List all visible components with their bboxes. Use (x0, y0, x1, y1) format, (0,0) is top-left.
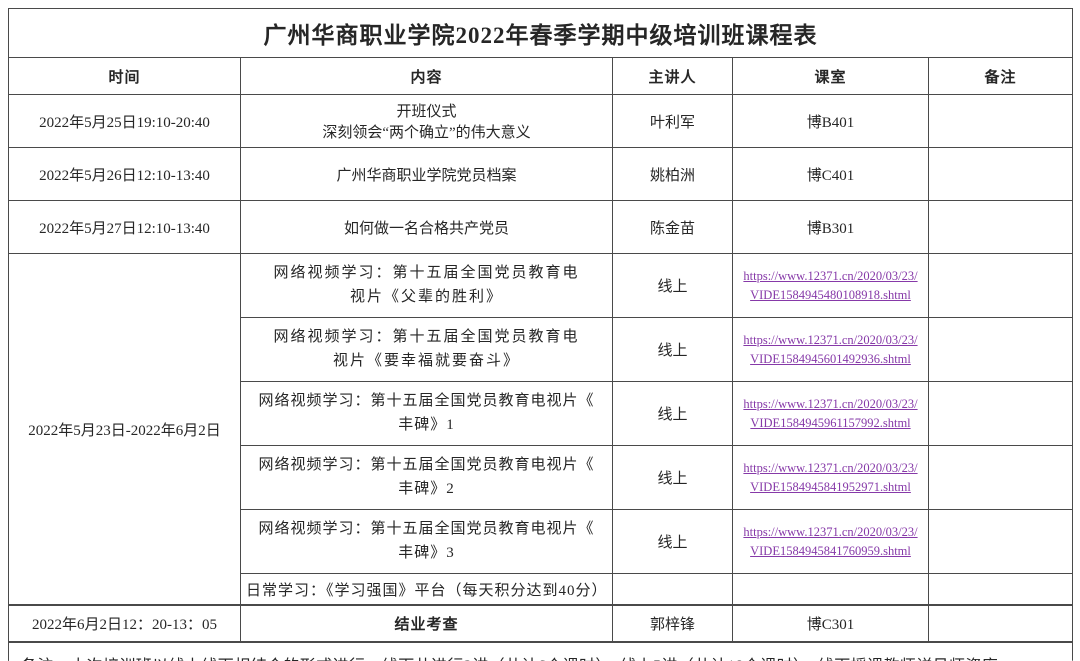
room-cell: https://www.12371.cn/2020/03/23/VIDE1584… (732, 317, 929, 382)
remark-cell (928, 445, 1073, 510)
footer-note: 备注：本次培训班以线上线下相结合的形式进行，线下共进行3讲（共计6个课时），线上… (8, 641, 1073, 661)
footer-note-row: 备注：本次培训班以线上线下相结合的形式进行，线下共进行3讲（共计6个课时），线上… (8, 641, 1073, 661)
video-link[interactable]: https://www.12371.cn/2020/03/23/VIDE1584… (743, 396, 918, 430)
room-cell: 博B401 (732, 94, 929, 148)
table-row-online-video: 网络视频学习：第十五届全国党员教育电视片《 丰碑》1 线上 https://ww… (9, 381, 1073, 446)
table-row: 2022年5月25日19:10-20:40 开班仪式 深刻领会“两个确立”的伟大… (8, 94, 1073, 148)
title-row: 广州华商职业学院2022年春季学期中级培训班课程表 (8, 8, 1073, 58)
content-cell: 网络视频学习：第十五届全国党员教育电 视片《要幸福就要奋斗》 (240, 317, 613, 382)
speaker-cell: 姚柏洲 (612, 147, 733, 201)
time-cell-merged: 2022年5月23日-2022年6月2日 (8, 253, 241, 606)
speaker-cell: 线上 (612, 253, 733, 318)
content-cell: 网络视频学习：第十五届全国党员教育电视片《 丰碑》2 (240, 445, 613, 510)
video-link[interactable]: https://www.12371.cn/2020/03/23/VIDE1584… (743, 524, 918, 558)
col-header-room: 课室 (732, 57, 929, 95)
time-cell: 2022年5月27日12:10-13:40 (8, 200, 241, 254)
table-row-online-video: 网络视频学习：第十五届全国党员教育电视片《 丰碑》2 线上 https://ww… (9, 445, 1073, 510)
table-row: 2022年5月26日12:10-13:40 广州华商职业学院党员档案 姚柏洲 博… (8, 147, 1073, 201)
content-cell: 日常学习：《学习强国》平台（每天积分达到40分） (240, 573, 613, 606)
remark-cell (928, 200, 1073, 254)
video-link[interactable]: https://www.12371.cn/2020/03/23/VIDE1584… (743, 268, 918, 302)
remark-cell (928, 147, 1073, 201)
time-cell: 2022年5月26日12:10-13:40 (8, 147, 241, 201)
content-cell: 网络视频学习：第十五届全国党员教育电视片《 丰碑》3 (240, 509, 613, 574)
content-cell: 广州华商职业学院党员档案 (240, 147, 613, 201)
time-cell: 2022年5月25日19:10-20:40 (8, 94, 241, 148)
content-cell: 网络视频学习：第十五届全国党员教育电 视片《父辈的胜利》 (240, 253, 613, 318)
remark-cell (928, 381, 1073, 446)
speaker-cell: 线上 (612, 381, 733, 446)
room-cell: 博C401 (732, 147, 929, 201)
table-row-daily-study: 日常学习：《学习强国》平台（每天积分达到40分） (9, 573, 1073, 606)
time-cell: 2022年6月2日12：20-13：05 (8, 604, 241, 643)
room-cell: https://www.12371.cn/2020/03/23/VIDE1584… (732, 509, 929, 574)
video-link[interactable]: https://www.12371.cn/2020/03/23/VIDE1584… (743, 332, 918, 366)
page-title: 广州华商职业学院2022年春季学期中级培训班课程表 (8, 8, 1073, 58)
content-cell: 网络视频学习：第十五届全国党员教育电视片《 丰碑》1 (240, 381, 613, 446)
speaker-cell: 线上 (612, 509, 733, 574)
col-header-remark: 备注 (928, 57, 1073, 95)
room-cell: https://www.12371.cn/2020/03/23/VIDE1584… (732, 445, 929, 510)
remark-cell (928, 317, 1073, 382)
table-row-online-video: 2022年5月23日-2022年6月2日 网络视频学习：第十五届全国党员教育电 … (8, 253, 1073, 606)
speaker-cell: 线上 (612, 317, 733, 382)
header-row: 时间 内容 主讲人 课室 备注 (8, 57, 1073, 95)
room-cell: https://www.12371.cn/2020/03/23/VIDE1584… (732, 381, 929, 446)
table-row-online-video: 网络视频学习：第十五届全国党员教育电 视片《要幸福就要奋斗》 线上 https:… (9, 317, 1073, 382)
room-cell: 博B301 (732, 200, 929, 254)
remark-cell (928, 604, 1073, 643)
table-row-online-video: 网络视频学习：第十五届全国党员教育电视片《 丰碑》3 线上 https://ww… (9, 509, 1073, 574)
remark-cell (928, 94, 1073, 148)
col-header-content: 内容 (240, 57, 613, 95)
content-cell: 如何做一名合格共产党员 (240, 200, 613, 254)
schedule-table: 广州华商职业学院2022年春季学期中级培训班课程表 时间 内容 主讲人 课室 备… (8, 8, 1073, 661)
video-link[interactable]: https://www.12371.cn/2020/03/23/VIDE1584… (743, 460, 918, 494)
room-cell: 博C301 (732, 604, 929, 643)
content-cell: 结业考查 (240, 604, 613, 643)
speaker-cell: 叶利军 (612, 94, 733, 148)
room-cell (732, 573, 929, 606)
speaker-cell (612, 573, 733, 606)
content-cell: 开班仪式 深刻领会“两个确立”的伟大意义 (240, 94, 613, 148)
speaker-cell: 陈金苗 (612, 200, 733, 254)
table-row-final-exam: 2022年6月2日12：20-13：05 结业考查 郭梓锋 博C301 (8, 604, 1073, 643)
room-cell: https://www.12371.cn/2020/03/23/VIDE1584… (732, 253, 929, 318)
remark-cell (928, 253, 1073, 318)
remark-cell (928, 573, 1073, 606)
col-header-time: 时间 (8, 57, 241, 95)
table-row: 2022年5月27日12:10-13:40 如何做一名合格共产党员 陈金苗 博B… (8, 200, 1073, 254)
speaker-cell: 线上 (612, 445, 733, 510)
col-header-speaker: 主讲人 (612, 57, 733, 95)
remark-cell (928, 509, 1073, 574)
speaker-cell: 郭梓锋 (612, 604, 733, 643)
